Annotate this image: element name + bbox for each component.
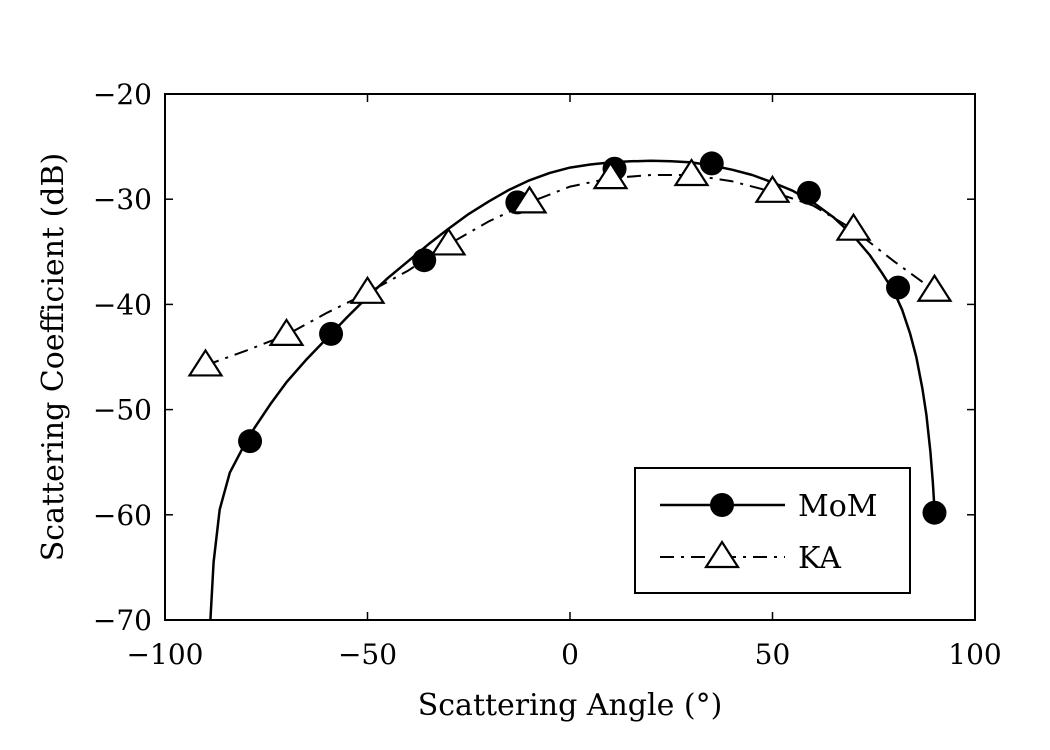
legend-ka-label: KA xyxy=(798,541,841,576)
legend-ka-marker xyxy=(703,539,741,569)
marker-mom-7 xyxy=(886,275,911,300)
y-tick-label-3: −40 xyxy=(93,288,152,321)
y-tick-label-4: −30 xyxy=(93,183,152,216)
marker-ka-8 xyxy=(835,212,872,241)
y-axis-label: Scattering Coefficient (dB) xyxy=(36,153,71,562)
marker-ka-7 xyxy=(754,174,791,203)
legend-box xyxy=(634,467,911,594)
marker-mom-2 xyxy=(412,248,437,273)
marker-ka-4 xyxy=(511,185,548,214)
series-line-ka xyxy=(205,174,936,367)
marker-mom-0 xyxy=(238,429,263,454)
x-tick-label-3: 50 xyxy=(755,638,791,671)
legend-mom-marker xyxy=(710,493,734,517)
x-tick-label-2: 0 xyxy=(561,638,579,671)
marker-mom-6 xyxy=(796,180,821,205)
marker-ka-6 xyxy=(673,157,710,187)
legend-mom-label: MoM xyxy=(798,489,878,524)
y-tick-label-2: −50 xyxy=(93,394,152,427)
x-tick-label-4: 100 xyxy=(948,638,1001,671)
marker-mom-1 xyxy=(319,321,344,346)
marker-ka-0 xyxy=(187,348,224,377)
legend: MoM KA xyxy=(634,467,911,594)
y-tick-label-0: −70 xyxy=(93,604,152,637)
x-axis-label: Scattering Angle (°) xyxy=(418,688,723,723)
marker-ka-1 xyxy=(268,317,305,347)
marker-ka-3 xyxy=(430,227,467,256)
marker-mom-8 xyxy=(922,500,947,525)
marker-mom-5 xyxy=(699,151,724,176)
y-tick-label-5: −20 xyxy=(93,78,152,111)
marker-ka-2 xyxy=(349,275,386,304)
marker-ka-9 xyxy=(916,273,953,302)
marker-ka-5 xyxy=(592,161,629,190)
x-tick-label-0: −100 xyxy=(127,638,204,671)
x-tick-label-1: −50 xyxy=(338,638,397,671)
y-tick-label-1: −60 xyxy=(93,499,152,532)
